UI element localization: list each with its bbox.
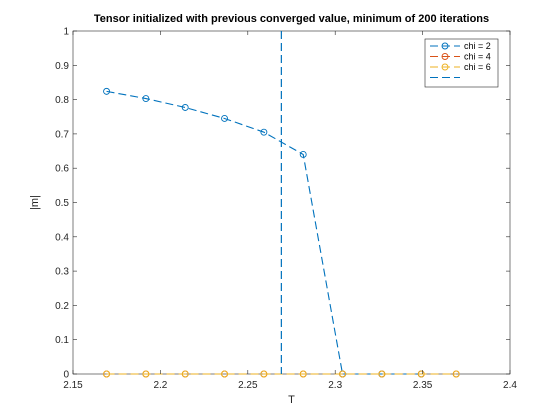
data-point xyxy=(181,104,189,111)
ticks-layer: 2.15 2.2 2.25 2.3 2.35 2.4 0 0.1 0.2 0.3 0.4 0.5 0.6… xyxy=(55,27,517,392)
y-tick-label: 0.5 xyxy=(55,198,69,209)
data-point xyxy=(260,370,268,378)
data-point xyxy=(103,370,111,378)
data-point xyxy=(103,87,111,95)
data-point xyxy=(221,370,229,378)
y-tick-label: 0.3 xyxy=(55,267,69,278)
legend-entry-label: chi = 6 xyxy=(464,62,491,72)
data-point xyxy=(142,370,150,378)
y-tick-label: 0.4 xyxy=(55,232,69,243)
x-tick-label: 2.3 xyxy=(328,380,342,391)
data-point xyxy=(417,370,425,378)
data-point xyxy=(221,115,229,122)
x-tick-label: 2.2 xyxy=(153,380,167,391)
y-tick-label: 0.1 xyxy=(55,335,69,346)
y-tick-label: 0.8 xyxy=(55,95,69,106)
plot-area xyxy=(72,30,511,375)
data-point xyxy=(299,151,307,158)
y-tick-label: 1 xyxy=(63,27,69,38)
series-line-1 xyxy=(106,90,422,375)
y-axis-label: |m| xyxy=(29,195,41,210)
series-layer xyxy=(103,31,460,378)
y-tick-label: 0 xyxy=(63,370,69,381)
x-axis-label: T xyxy=(288,394,295,406)
legend-swatch-marker xyxy=(441,53,449,60)
legend-swatch-marker xyxy=(441,63,449,71)
data-point xyxy=(181,370,189,378)
axes-box xyxy=(72,30,511,375)
legend-swatch-marker xyxy=(441,42,449,50)
x-tick-label: 2.4 xyxy=(503,380,517,391)
data-point xyxy=(142,95,150,103)
legend-entry-label: chi = 2 xyxy=(464,41,491,51)
y-tick-label: 0.6 xyxy=(55,164,69,175)
data-point xyxy=(299,370,307,378)
data-point xyxy=(260,128,268,136)
chart-title: Tensor initialized with previous converg… xyxy=(94,13,489,25)
x-tick-label: 2.15 xyxy=(63,380,83,391)
data-point xyxy=(378,370,386,378)
x-tick-label: 2.35 xyxy=(413,380,433,391)
x-tick-label: 2.25 xyxy=(238,380,258,391)
legend-entry-label: chi = 4 xyxy=(464,52,491,62)
y-tick-label: 0.2 xyxy=(55,301,69,312)
data-point xyxy=(452,370,460,378)
legend-box xyxy=(424,38,499,88)
y-tick-label: 0.7 xyxy=(55,129,69,140)
y-tick-label: 0.9 xyxy=(55,61,69,72)
data-point xyxy=(339,370,346,378)
